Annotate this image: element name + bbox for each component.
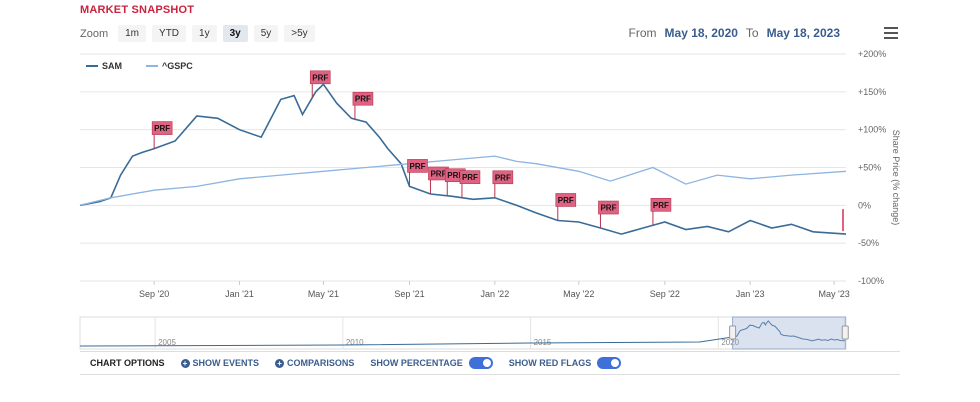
stock-chart: +200% +150% +100% +50% 0% -50% -100% Share Pric… — [79, 49, 901, 350]
red-flag-label: PRF — [447, 171, 463, 180]
x-tick-label: Sep '22 — [650, 289, 680, 299]
x-tick-label: Jan '22 — [480, 289, 509, 299]
red-flag-label: PRF — [355, 95, 371, 104]
x-tick-label: Sep '21 — [394, 289, 424, 299]
show-events-label: SHOW EVENTS — [192, 358, 260, 368]
zoom-3y-button[interactable]: 3y — [222, 25, 248, 42]
y-tick-label: +200% — [858, 49, 886, 59]
y-tick-label: -100% — [858, 276, 884, 286]
red-flag-marker — [309, 70, 331, 85]
comparisons-button[interactable]: + COMPARISONS — [275, 358, 354, 368]
legend-label: ^GSPC — [162, 61, 193, 71]
navigator-handle[interactable] — [841, 325, 849, 340]
y-tick-label: +150% — [858, 87, 886, 97]
current-marker — [842, 209, 844, 232]
zoom-ytd-button[interactable]: YTD — [152, 25, 187, 42]
toggle-switch[interactable] — [597, 357, 622, 369]
comparisons-label: COMPARISONS — [287, 358, 355, 368]
navigator-handle[interactable] — [729, 325, 737, 340]
hamburger-menu-icon[interactable] — [884, 27, 898, 39]
red-flag-label: PRF — [653, 201, 669, 210]
red-flag-label: PRF — [312, 73, 328, 82]
x-tick-label: May '21 — [308, 289, 339, 299]
show-red-flags-label: SHOW RED FLAGS — [508, 358, 592, 368]
red-flag-label: PRF — [430, 169, 446, 178]
zoom-controls: Zoom 1m YTD 1y 3y 5y >5y — [80, 25, 315, 42]
navigator-tick-label: 2005 — [158, 338, 176, 347]
red-flag-label: PRF — [600, 204, 616, 213]
y-tick-label: 0% — [858, 200, 871, 210]
x-tick-label: May '23 — [818, 289, 849, 299]
navigator-tick-label: 2020 — [721, 338, 739, 347]
zoom-max-button[interactable]: >5y — [284, 25, 315, 42]
x-tick-label: Jan '21 — [225, 289, 254, 299]
red-flag-marker — [459, 170, 481, 184]
plus-icon: + — [275, 358, 285, 368]
to-label: To — [745, 26, 759, 40]
show-events-button[interactable]: + SHOW EVENTS — [180, 358, 260, 368]
navigator-selection — [732, 316, 846, 350]
page-title: MARKET SNAPSHOT — [80, 4, 195, 16]
x-tick-label: Sep '20 — [139, 289, 169, 299]
red-flag-marker — [352, 91, 374, 106]
red-flag-marker — [555, 193, 577, 207]
from-date-input[interactable]: May 18, 2020 — [664, 26, 738, 40]
series-line-sam — [79, 83, 847, 235]
show-percentage-toggle[interactable]: SHOW PERCENTAGE — [370, 357, 493, 369]
zoom-label: Zoom — [80, 27, 109, 40]
show-percentage-label: SHOW PERCENTAGE — [370, 358, 463, 368]
navigator-tick-label: 2010 — [346, 338, 364, 347]
red-flag-label: PRF — [409, 162, 425, 171]
red-flag-label: PRF — [558, 196, 574, 205]
y-axis-label: Share Price (% change) — [891, 130, 901, 226]
red-flag-marker — [598, 200, 619, 215]
zoom-1m-button[interactable]: 1m — [118, 25, 147, 42]
x-tick-label: May '22 — [563, 289, 594, 299]
from-label: From — [628, 26, 657, 40]
series-line-gspc — [79, 155, 847, 206]
toggle-switch[interactable] — [468, 357, 493, 369]
chart-options-bar: CHART OPTIONS + SHOW EVENTS + COMPARISON… — [80, 351, 900, 375]
red-flag-label: PRF — [495, 173, 511, 182]
to-date-input[interactable]: May 18, 2023 — [766, 26, 840, 40]
red-flag-label: PRF — [462, 173, 478, 182]
chart-options-label: CHART OPTIONS — [90, 358, 165, 368]
zoom-1y-button[interactable]: 1y — [192, 25, 217, 42]
date-range: From May 18, 2020 To May 18, 2023 — [629, 26, 840, 40]
plus-icon: + — [180, 358, 190, 368]
red-flag-marker — [407, 159, 428, 173]
red-flag-marker — [650, 197, 672, 212]
y-tick-label: -50% — [858, 238, 879, 248]
show-red-flags-toggle[interactable]: SHOW RED FLAGS — [509, 357, 622, 369]
y-tick-label: +100% — [858, 125, 886, 135]
legend-label: SAM — [102, 61, 122, 71]
y-tick-label: +50% — [858, 163, 881, 173]
x-tick-label: Jan '23 — [736, 289, 765, 299]
red-flag-label: PRF — [154, 124, 170, 133]
zoom-5y-button[interactable]: 5y — [253, 25, 279, 42]
navigator-series — [79, 320, 846, 347]
red-flag-marker — [151, 121, 173, 135]
red-flag-marker — [492, 170, 514, 185]
